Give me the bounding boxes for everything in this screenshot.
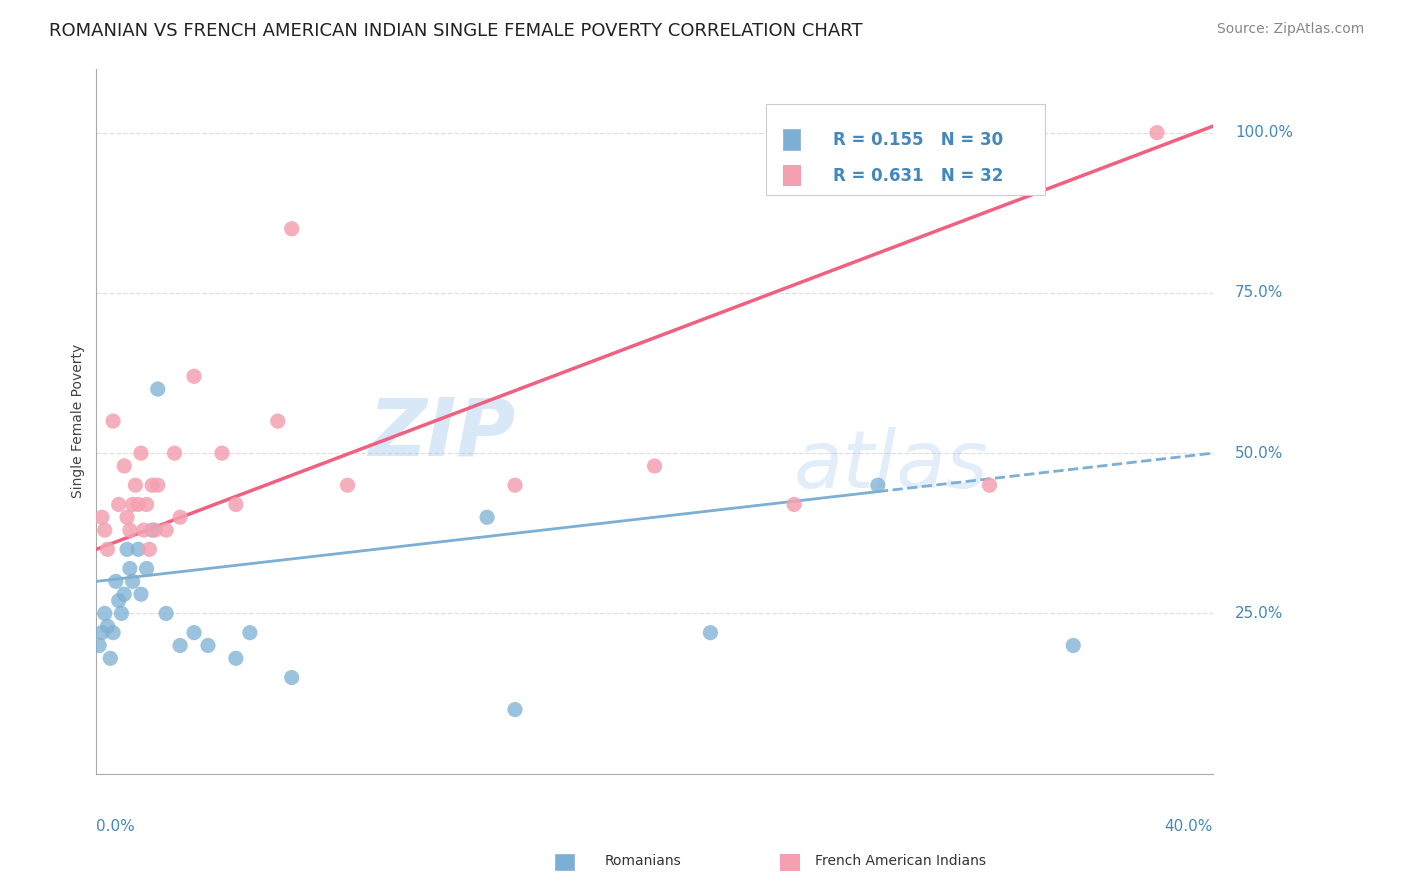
Bar — [783, 129, 800, 150]
Point — [239, 625, 262, 640]
Point — [132, 523, 155, 537]
Text: ROMANIAN VS FRENCH AMERICAN INDIAN SINGLE FEMALE POVERTY CORRELATION CHART: ROMANIAN VS FRENCH AMERICAN INDIAN SINGL… — [49, 22, 863, 40]
Point — [866, 478, 889, 492]
Point — [503, 702, 526, 716]
Y-axis label: Single Female Poverty: Single Female Poverty — [72, 344, 86, 499]
Text: 25.0%: 25.0% — [1234, 606, 1284, 621]
Point — [135, 498, 157, 512]
Point — [107, 498, 129, 512]
Text: 75.0%: 75.0% — [1234, 285, 1284, 301]
Point — [211, 446, 233, 460]
Point — [169, 510, 191, 524]
Point — [155, 607, 177, 621]
Point — [1146, 126, 1168, 140]
Point — [93, 607, 115, 621]
Point — [135, 561, 157, 575]
Point — [96, 619, 118, 633]
Point — [699, 625, 721, 640]
Point — [118, 523, 141, 537]
Point — [146, 382, 169, 396]
Point — [129, 587, 152, 601]
Point — [112, 587, 135, 601]
Point — [121, 574, 143, 589]
Point — [225, 498, 247, 512]
Point — [93, 523, 115, 537]
Point — [183, 369, 205, 384]
Point — [101, 625, 124, 640]
Point — [280, 671, 302, 685]
Point — [644, 458, 666, 473]
Text: 100.0%: 100.0% — [1234, 125, 1294, 140]
Point — [141, 478, 163, 492]
Point — [107, 593, 129, 607]
Point — [155, 523, 177, 537]
Point — [101, 414, 124, 428]
Text: 0.0%: 0.0% — [97, 819, 135, 833]
Point — [146, 478, 169, 492]
Point — [783, 498, 806, 512]
Point — [267, 414, 290, 428]
Point — [115, 542, 138, 557]
Point — [90, 510, 112, 524]
Point — [138, 542, 160, 557]
Point — [143, 523, 166, 537]
FancyBboxPatch shape — [766, 103, 1045, 195]
Point — [89, 639, 111, 653]
Point — [90, 625, 112, 640]
Text: Romanians: Romanians — [605, 854, 682, 868]
Text: 40.0%: 40.0% — [1164, 819, 1213, 833]
Point — [141, 523, 163, 537]
Text: Source: ZipAtlas.com: Source: ZipAtlas.com — [1216, 22, 1364, 37]
Text: R = 0.155   N = 30: R = 0.155 N = 30 — [834, 131, 1004, 150]
Point — [336, 478, 359, 492]
Point — [127, 542, 149, 557]
Point — [104, 574, 127, 589]
Point — [124, 478, 146, 492]
Text: atlas: atlas — [794, 427, 988, 505]
Point — [475, 510, 498, 524]
Point — [121, 498, 143, 512]
Point — [129, 446, 152, 460]
Point — [112, 458, 135, 473]
Point — [197, 639, 219, 653]
Point — [503, 478, 526, 492]
Point — [979, 478, 1001, 492]
Point — [169, 639, 191, 653]
Point — [127, 498, 149, 512]
Point — [98, 651, 121, 665]
Text: R = 0.631   N = 32: R = 0.631 N = 32 — [834, 167, 1004, 185]
Point — [1062, 639, 1084, 653]
Point — [115, 510, 138, 524]
Point — [96, 542, 118, 557]
Point — [183, 625, 205, 640]
Point — [225, 651, 247, 665]
Text: 50.0%: 50.0% — [1234, 446, 1284, 460]
Point — [280, 221, 302, 235]
Text: ZIP: ZIP — [367, 395, 515, 473]
Text: French American Indians: French American Indians — [815, 854, 987, 868]
Point — [163, 446, 186, 460]
Point — [118, 561, 141, 575]
Bar — [783, 165, 800, 185]
Point — [110, 607, 132, 621]
